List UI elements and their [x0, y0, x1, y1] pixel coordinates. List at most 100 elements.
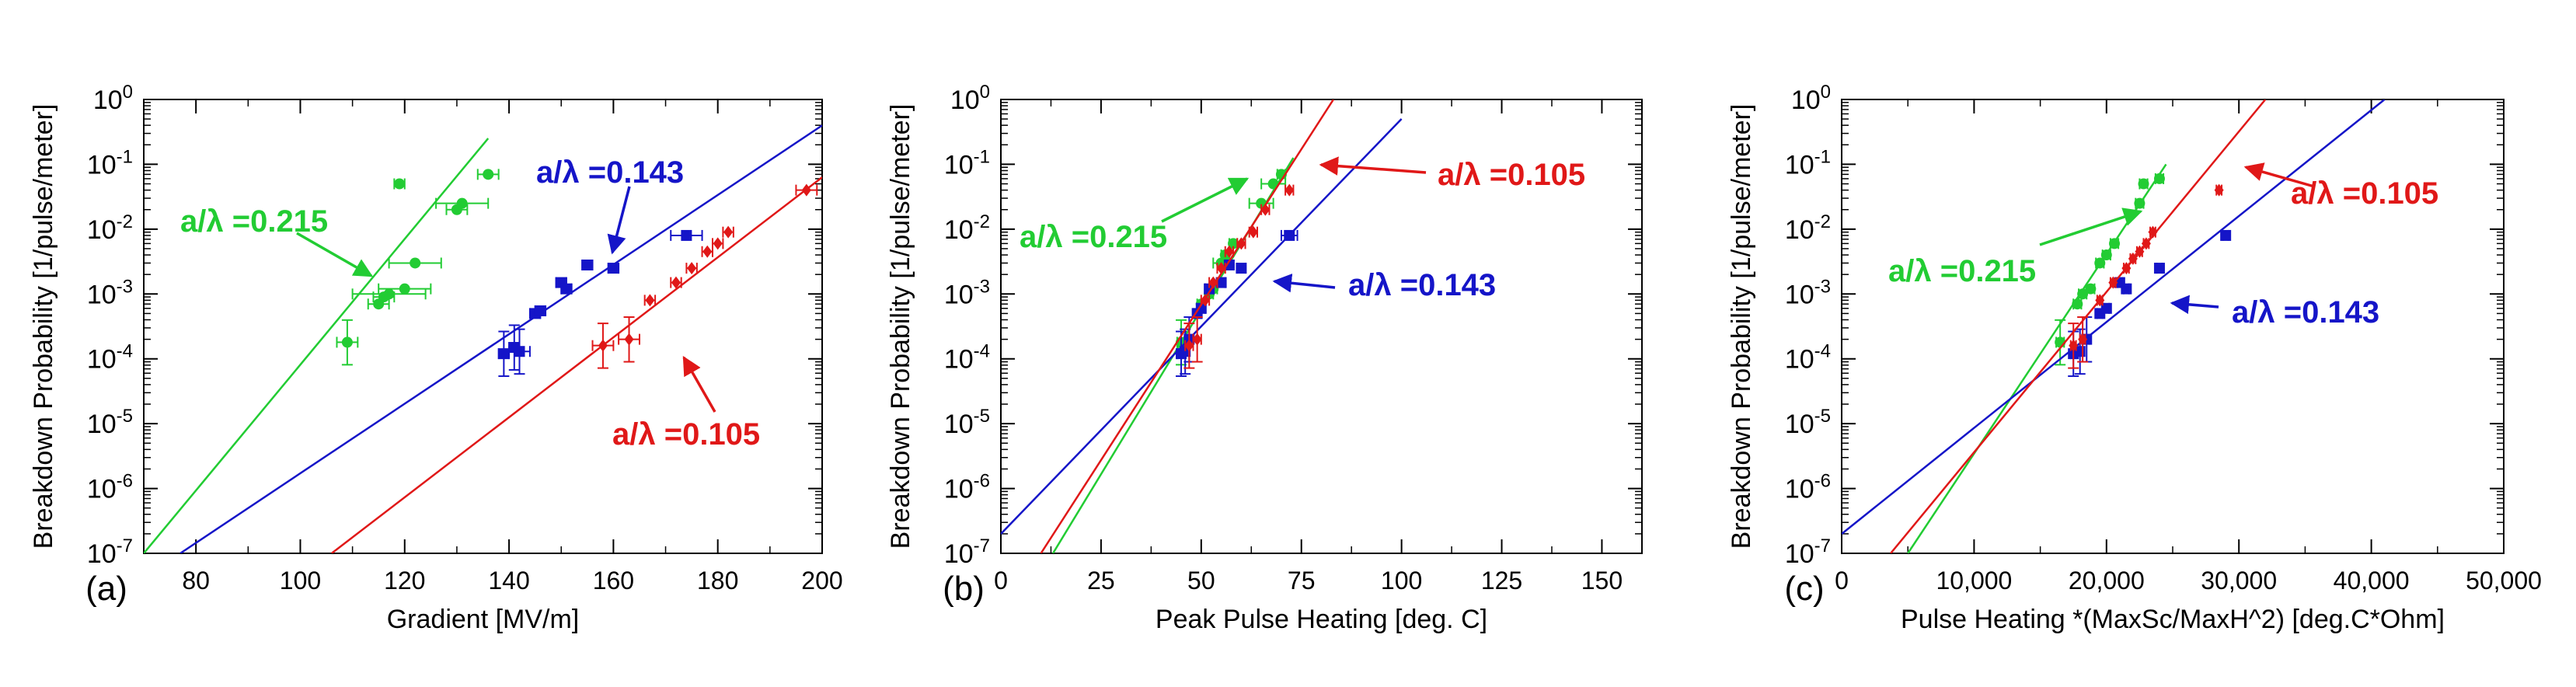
y-tick-base: 10: [944, 280, 974, 309]
y-tick-base: 10: [87, 345, 117, 375]
y-tick-exponent: -4: [117, 341, 133, 362]
data-point: [2135, 245, 2145, 258]
data-point: [1215, 277, 1227, 288]
y-tick-base: 10: [1785, 345, 1814, 375]
y-tick-exponent: 0: [980, 82, 990, 103]
y-tick-exponent: -3: [1814, 276, 1831, 297]
data-point: [2134, 197, 2146, 209]
y-tick-exponent: -5: [974, 406, 990, 427]
fit-line: [330, 176, 822, 553]
panel-label: (c): [1784, 570, 1824, 608]
data-point: [483, 169, 494, 180]
y-tick-base: 10: [950, 85, 980, 115]
annotation-arrow: [682, 355, 716, 413]
y-tick-exponent: -1: [117, 146, 133, 167]
annotation-arrow: [2170, 295, 2219, 315]
x-tick-label: 40,000: [2334, 567, 2410, 595]
data-point: [581, 259, 593, 270]
y-tick-exponent: -4: [1814, 341, 1831, 362]
x-tick-label: 75: [1288, 567, 1316, 595]
fit-line: [1842, 99, 2386, 535]
plot-frame: [143, 99, 823, 554]
x-tick-label: 120: [384, 567, 425, 595]
y-axis-label: Breakdown Probability [1/pulse/meter]: [1727, 104, 1756, 549]
y-tick-base: 10: [87, 539, 117, 569]
data-point: [1267, 178, 1279, 190]
data-point: [1284, 229, 1295, 241]
y-tick-exponent: -2: [1814, 211, 1831, 232]
data-point: [2121, 262, 2132, 275]
series-annotation: a/λ =0.215: [180, 204, 328, 239]
y-tick-exponent: -6: [974, 471, 990, 492]
y-tick-exponent: -6: [117, 471, 133, 492]
y-tick-label: 10-2: [1785, 211, 1831, 245]
y-tick-exponent: 0: [1821, 82, 1831, 103]
y-tick-label: 10-3: [1785, 276, 1831, 309]
y-tick-label: 10-5: [1785, 406, 1831, 439]
y-tick-label: 10-6: [1785, 471, 1831, 504]
data-point: [1260, 203, 1271, 216]
series-annotation: a/λ =0.143: [2232, 295, 2379, 330]
y-tick-base: 10: [944, 345, 974, 375]
y-tick-label: 10-1: [87, 146, 133, 180]
data-point: [801, 183, 811, 197]
data-point: [2072, 298, 2083, 310]
x-tick-label: 0: [994, 567, 1008, 595]
data-layer: [1001, 99, 1403, 553]
series-annotation: a/λ =0.105: [612, 417, 760, 452]
y-tick-base: 10: [87, 410, 117, 439]
y-tick-base: 10: [944, 410, 974, 439]
data-layer: [1842, 99, 2386, 553]
annotation-arrow: [1161, 177, 1250, 223]
y-tick-label: 100: [1791, 82, 1831, 115]
y-tick-exponent: -1: [1814, 146, 1831, 167]
data-point: [341, 337, 353, 348]
x-tick-label: 50: [1187, 567, 1215, 595]
y-tick-label: 10-6: [944, 471, 990, 504]
y-tick-base: 10: [1785, 215, 1814, 245]
data-point: [624, 333, 634, 346]
data-point: [608, 263, 619, 274]
y-tick-label: 10-4: [87, 341, 133, 375]
data-point: [723, 225, 734, 239]
data-point: [1184, 339, 1194, 352]
data-point: [1192, 333, 1202, 346]
y-tick-base: 10: [1785, 475, 1814, 504]
data-point: [671, 276, 681, 289]
y-tick-label: 10-3: [944, 276, 990, 309]
data-point: [2153, 173, 2165, 184]
data-point: [383, 288, 395, 300]
y-tick-base: 10: [87, 280, 117, 309]
series-annotation: a/λ =0.143: [536, 155, 684, 190]
data-point: [2138, 178, 2149, 190]
y-tick-base: 10: [944, 215, 974, 245]
y-tick-label: 10-2: [87, 211, 133, 245]
series-annotation: a/λ =0.143: [1348, 268, 1496, 302]
y-tick-exponent: -7: [1814, 535, 1831, 556]
y-tick-label: 10-4: [1785, 341, 1831, 375]
y-tick-label: 10-2: [944, 211, 990, 245]
y-tick-label: 10-5: [87, 406, 133, 439]
data-point: [702, 245, 713, 258]
data-point: [394, 178, 406, 190]
data-point: [535, 305, 546, 316]
series-annotation: a/λ =0.215: [1888, 254, 2036, 288]
x-tick-label: 125: [1481, 567, 1522, 595]
data-point: [560, 283, 572, 295]
data-point: [1248, 225, 1258, 239]
series-annotation: a/λ =0.105: [1438, 158, 1585, 192]
y-tick-label: 10-5: [944, 406, 990, 439]
panel-label: (a): [85, 570, 127, 608]
data-point: [1236, 237, 1246, 250]
data-point: [2214, 183, 2224, 197]
y-tick-exponent: -7: [974, 535, 990, 556]
y-tick-base: 10: [944, 539, 974, 569]
y-tick-base: 10: [87, 475, 117, 504]
y-tick-exponent: 0: [123, 82, 133, 103]
data-point: [598, 339, 608, 352]
plot-frame: [1000, 99, 1643, 554]
data-point: [2078, 333, 2088, 346]
